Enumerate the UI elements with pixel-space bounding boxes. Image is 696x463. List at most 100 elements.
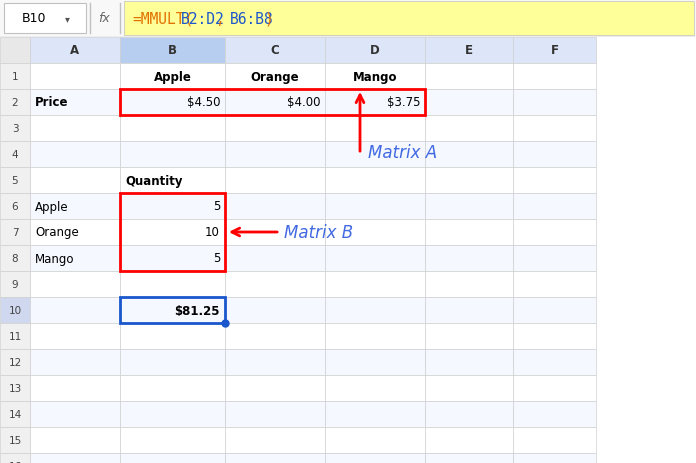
Bar xyxy=(30,219,120,245)
Bar xyxy=(225,323,325,349)
Text: 7: 7 xyxy=(12,227,18,238)
Bar xyxy=(120,219,225,245)
Bar xyxy=(425,401,513,427)
Bar xyxy=(0,168,30,194)
Bar xyxy=(513,116,596,142)
Bar xyxy=(325,401,425,427)
Bar xyxy=(120,194,225,271)
Text: $4.00: $4.00 xyxy=(287,96,320,109)
Text: B6:B8: B6:B8 xyxy=(230,12,274,26)
Bar xyxy=(513,90,596,116)
Bar xyxy=(30,401,120,427)
Bar xyxy=(30,90,120,116)
Bar xyxy=(513,168,596,194)
Bar xyxy=(0,219,30,245)
Bar xyxy=(0,349,30,375)
Text: D: D xyxy=(370,44,380,57)
Bar xyxy=(325,194,425,219)
Bar xyxy=(425,323,513,349)
Bar xyxy=(425,116,513,142)
Bar xyxy=(425,453,513,463)
Bar xyxy=(425,349,513,375)
Bar xyxy=(225,219,325,245)
Text: 6: 6 xyxy=(12,201,18,212)
Bar xyxy=(30,194,120,219)
Text: Quantity: Quantity xyxy=(125,174,182,187)
Text: Price: Price xyxy=(35,96,68,109)
Bar xyxy=(225,90,325,116)
Bar xyxy=(30,375,120,401)
Bar xyxy=(225,116,325,142)
Bar xyxy=(0,375,30,401)
Bar xyxy=(30,323,120,349)
Text: 16: 16 xyxy=(8,461,22,463)
Text: 9: 9 xyxy=(12,279,18,289)
Text: fx: fx xyxy=(98,13,110,25)
Bar xyxy=(120,297,225,323)
Bar xyxy=(425,168,513,194)
Bar xyxy=(513,194,596,219)
Bar xyxy=(425,219,513,245)
Bar xyxy=(30,453,120,463)
Bar xyxy=(513,323,596,349)
Bar xyxy=(120,168,225,194)
Bar xyxy=(425,245,513,271)
Text: 8: 8 xyxy=(12,253,18,263)
Text: 5: 5 xyxy=(12,175,18,186)
Bar xyxy=(225,64,325,90)
Text: C: C xyxy=(271,44,279,57)
Bar xyxy=(0,427,30,453)
Bar xyxy=(325,349,425,375)
Bar xyxy=(513,349,596,375)
Bar xyxy=(30,142,120,168)
Bar xyxy=(513,453,596,463)
Text: B2:D2: B2:D2 xyxy=(181,12,225,26)
Bar xyxy=(120,271,225,297)
Bar xyxy=(120,116,225,142)
Text: 13: 13 xyxy=(8,383,22,393)
Text: Mango: Mango xyxy=(353,70,397,83)
Bar xyxy=(120,297,225,323)
Bar xyxy=(325,271,425,297)
Bar xyxy=(120,194,225,219)
Text: $81.25: $81.25 xyxy=(175,304,220,317)
Text: F: F xyxy=(551,44,558,57)
Text: Matrix B: Matrix B xyxy=(284,224,353,242)
Bar xyxy=(325,245,425,271)
Bar xyxy=(225,349,325,375)
Bar xyxy=(513,297,596,323)
Bar xyxy=(513,38,596,64)
Text: 10: 10 xyxy=(8,305,22,315)
Bar xyxy=(120,453,225,463)
Bar xyxy=(513,219,596,245)
Bar xyxy=(325,297,425,323)
Bar xyxy=(30,271,120,297)
Text: Apple: Apple xyxy=(154,70,191,83)
Text: Matrix A: Matrix A xyxy=(368,144,437,162)
Bar xyxy=(325,219,425,245)
Bar xyxy=(30,245,120,271)
Text: B: B xyxy=(168,44,177,57)
Text: $4.50: $4.50 xyxy=(187,96,220,109)
Bar xyxy=(225,427,325,453)
Text: 11: 11 xyxy=(8,332,22,341)
Bar xyxy=(425,297,513,323)
Bar xyxy=(120,90,225,116)
Bar xyxy=(30,427,120,453)
Bar xyxy=(325,64,425,90)
Text: A: A xyxy=(70,44,79,57)
Bar xyxy=(425,271,513,297)
Text: ): ) xyxy=(265,12,274,26)
Text: 15: 15 xyxy=(8,435,22,445)
Bar xyxy=(225,38,325,64)
Text: $3.75: $3.75 xyxy=(386,96,420,109)
Bar xyxy=(225,245,325,271)
Bar xyxy=(225,297,325,323)
Bar xyxy=(325,168,425,194)
Bar xyxy=(325,116,425,142)
Bar xyxy=(120,245,225,271)
Text: 5: 5 xyxy=(212,200,220,213)
Bar xyxy=(325,427,425,453)
Bar xyxy=(0,116,30,142)
Text: 3: 3 xyxy=(12,124,18,134)
